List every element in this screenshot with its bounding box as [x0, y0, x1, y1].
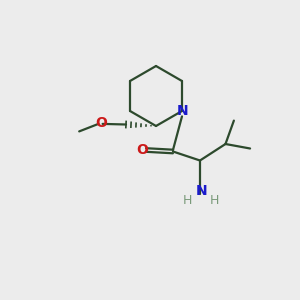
Text: H: H — [183, 194, 192, 208]
Text: H: H — [210, 194, 219, 207]
Text: N: N — [196, 184, 207, 198]
Text: O: O — [95, 116, 107, 130]
Text: N: N — [177, 104, 188, 118]
Text: O: O — [136, 143, 148, 157]
